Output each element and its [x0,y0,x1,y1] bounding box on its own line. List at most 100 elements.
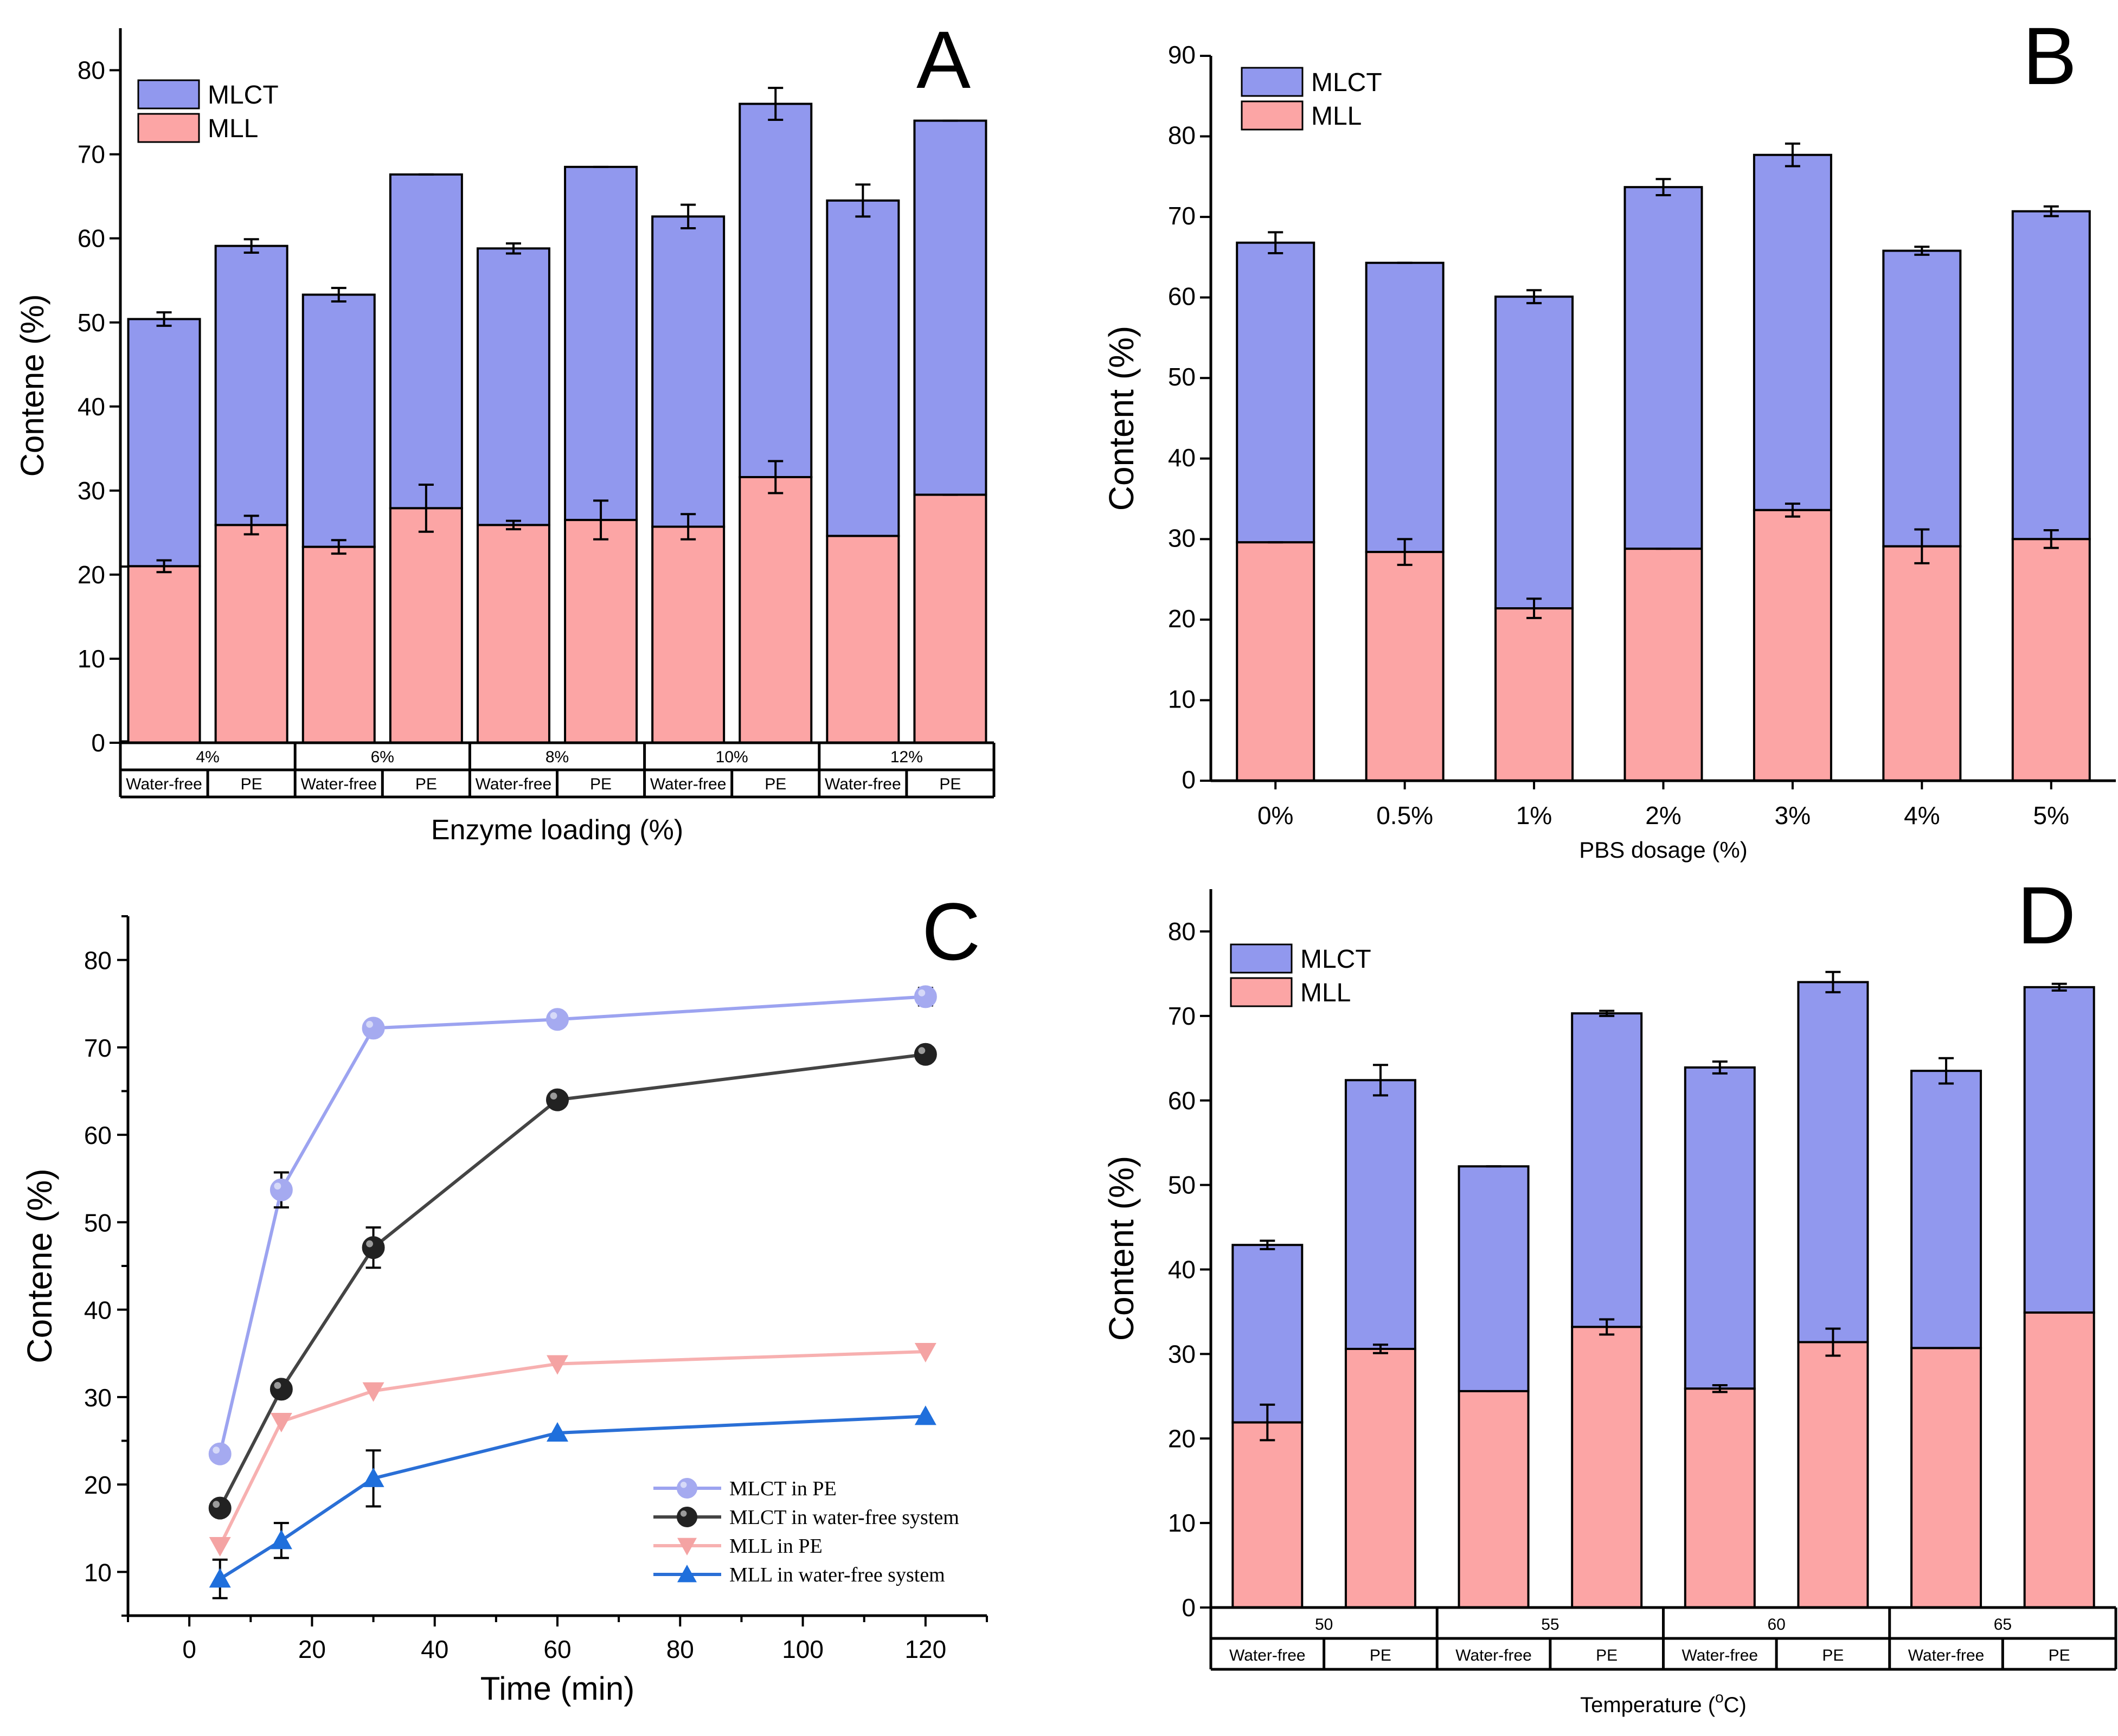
y-tick-label: 70 [84,1034,112,1062]
data-point [208,1496,232,1520]
data-point-highlight [366,1021,373,1028]
bar-mlct [2011,210,2091,541]
subcategory-label: PE [1822,1647,1844,1664]
y-tick-label: 10 [84,1558,112,1586]
y-tick-label: 80 [78,56,105,85]
legend-label-mll: MLL [1311,102,1362,131]
legend-swatch-mll [137,113,200,143]
group-label: 4% [196,748,219,766]
bar-mll [1458,1390,1530,1609]
x-tick-label: 60 [543,1635,571,1663]
bar-mll [564,519,638,744]
legend-label-mll: MLL [1300,979,1351,1007]
x-tick-label: 120 [904,1635,946,1663]
x-tick-label: 3% [1775,801,1811,830]
bar-mll [214,524,288,744]
bar-mlct [1344,1079,1416,1350]
y-tick-label: 40 [84,1296,112,1324]
bar-mlct [739,102,813,479]
legend-label-mlct: MLCT [208,81,279,110]
subcategory-label: PE [1370,1647,1391,1664]
bar-mlct [476,247,550,526]
bar-mlct [214,245,288,526]
group-label: 12% [890,748,923,766]
subcategory-label: Water-free [1455,1647,1532,1664]
x-tick-label: 5% [2033,801,2069,830]
bar-mll [651,525,726,744]
legend: MLCT MLL [1230,943,1371,1007]
bar-mll [1882,545,1962,782]
y-tick-label: 80 [84,947,112,975]
bar-mlct [1494,295,1574,610]
y-tick-label: 60 [1168,282,1196,311]
bar-mlct [1910,1070,1982,1349]
group-label: 50 [1315,1616,1333,1634]
legend-swatch-mlct [1230,943,1293,974]
subcategory-label: PE [1596,1647,1618,1664]
group-label: 8% [545,748,569,766]
bar-mll [739,476,813,744]
y-tick-label: 50 [78,308,105,337]
x-tick-label: 0.5% [1376,801,1433,830]
subcategory-label: Water-free [650,775,727,793]
x-axis-label: Temperature (oC) [1580,1689,1747,1717]
y-tick-label: 40 [78,393,105,421]
series-1 [208,1043,937,1520]
y-axis-label: Content (%) [1102,1156,1141,1341]
data-point-highlight [213,1446,220,1454]
subcategory-label: PE [765,775,786,793]
x-tick-label: 2% [1645,801,1681,830]
y-tick-label: 20 [78,561,105,589]
y-tick-label: 10 [78,645,105,673]
legend-marker [677,1507,697,1527]
legend-label: MLCT in water-free system [729,1506,959,1529]
series-2 [209,1343,936,1557]
y-tick-label: 20 [84,1471,112,1499]
legend-label: MLCT in PE [729,1477,837,1500]
legend-marker [677,1565,697,1583]
panel-a: 0 10 20 30 40 50 60 70 80 4% 6% 8% 10% 12% Water-free P… [14,14,996,846]
bar-mlct [1882,249,1962,548]
bar-mlct [1231,1244,1304,1424]
y-tick-label: 50 [1168,363,1196,391]
data-point [362,1236,385,1259]
bar-mlct [1236,241,1315,544]
data-point [547,1355,568,1375]
group-label: 6% [371,748,394,766]
data-point-highlight [274,1182,281,1190]
subcategory-label: PE [241,775,262,793]
panel-letter: A [916,14,971,105]
legend-label-mlct: MLCT [1300,945,1371,974]
subcategory-label: Water-free [1682,1647,1758,1664]
bar-mlct [1753,153,1832,511]
y-tick-label: 60 [1168,1086,1196,1115]
y-tick-label: 70 [78,140,105,169]
y-tick-label: 30 [1168,1340,1196,1368]
data-point-highlight [213,1501,220,1508]
bar-mll [1365,551,1445,782]
y-tick-label: 80 [1168,917,1196,946]
bar-mlct [1458,1165,1530,1392]
bar-mlct [389,173,463,510]
x-tick-label: 4% [1904,801,1940,830]
data-point-highlight [918,989,926,996]
bar-mlct [1623,186,1703,550]
y-tick-label: 40 [1168,1256,1196,1284]
y-tick-label: 20 [1168,1424,1196,1452]
subcategory-label: PE [939,775,961,793]
y-tick-label: 40 [1168,443,1196,472]
y-tick-label: 70 [1168,1002,1196,1030]
legend: MLCT MLL [1241,67,1382,131]
data-point-highlight [550,1012,557,1019]
data-point [914,1043,937,1066]
data-point [269,1178,293,1201]
bar-mll [2011,538,2091,782]
y-tick-label: 10 [1168,685,1196,713]
bar-mll [1571,1326,1643,1609]
legend-swatch-mll [1241,100,1304,131]
panel-d: 0 10 20 30 40 50 60 70 80 50 55 60 65 Water-free PE Wat… [1102,870,2117,1717]
bar-mll [476,524,550,744]
x-tick-label: 1% [1516,801,1552,830]
group-label: 10% [716,748,748,766]
